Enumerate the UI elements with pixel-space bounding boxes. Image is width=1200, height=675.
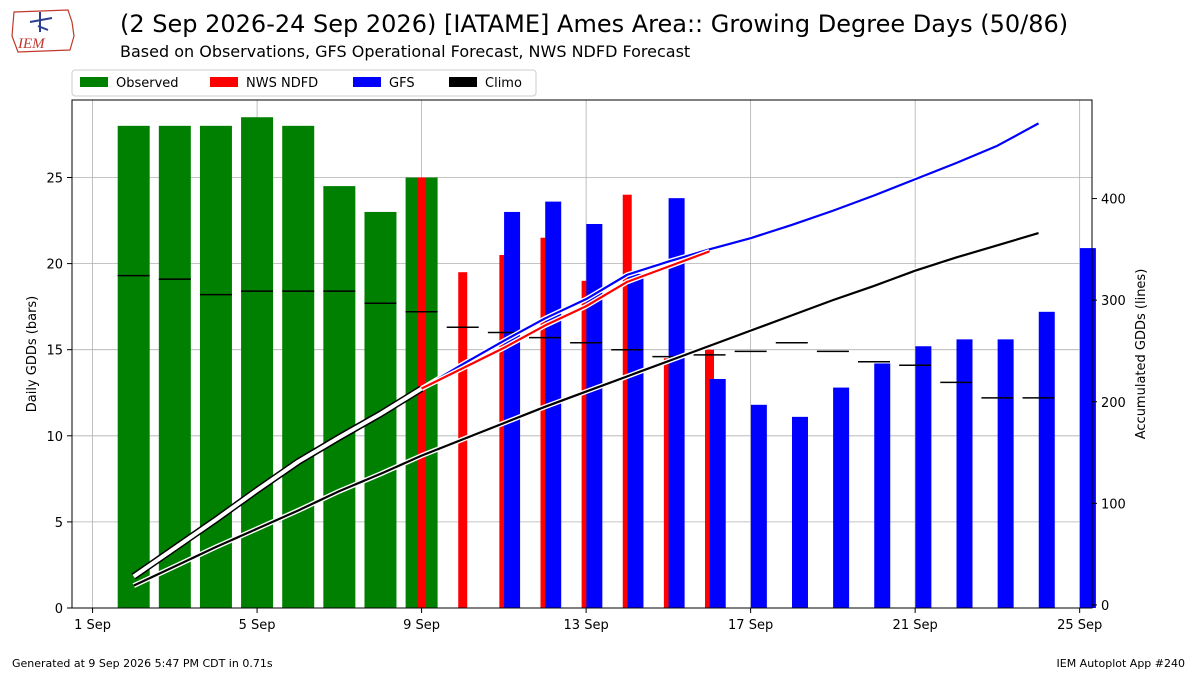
app-note: IEM Autoplot App #240 — [1056, 657, 1186, 670]
observed-bar — [199, 125, 232, 608]
gfs-bar — [874, 363, 891, 608]
weather-vane-icon — [29, 12, 53, 32]
y-tick-label: 10 — [46, 430, 63, 445]
observed-bar — [282, 125, 315, 608]
y2-tick-label: 400 — [1101, 193, 1126, 208]
y2-tick-label: 200 — [1101, 396, 1126, 411]
x-tick-label: 1 Sep — [74, 618, 111, 633]
ndfd-bar — [705, 349, 714, 608]
gfs-bar — [833, 387, 850, 608]
ndfd-accum-line — [421, 250, 710, 390]
legend-label-climo: Climo — [485, 76, 522, 91]
logo-text: IEM — [17, 36, 46, 52]
gfs-bar — [915, 346, 932, 608]
iowa-outline-icon — [11, 9, 75, 53]
gfs-accum-line — [421, 122, 1040, 390]
x-tick-label: 17 Sep — [728, 618, 773, 633]
generated-note: Generated at 9 Sep 2026 5:47 PM CDT in 0… — [12, 657, 273, 670]
ndfd-bar — [540, 237, 550, 609]
legend-frame — [71, 69, 537, 97]
gfs-bar — [956, 339, 973, 608]
gfs-bar — [709, 378, 726, 608]
x-tick-label: 9 Sep — [403, 618, 440, 633]
y-tick-label: 25 — [46, 171, 63, 186]
y-tick-label: 15 — [46, 344, 63, 359]
iem-logo: IEM — [11, 9, 75, 53]
ndfd-bar — [663, 358, 673, 608]
y2-tick-label: 300 — [1101, 294, 1126, 309]
x-tick-label: 5 Sep — [239, 618, 276, 633]
bars — [117, 117, 1096, 609]
gfs-bar — [504, 211, 521, 609]
x-tick-label: 25 Sep — [1057, 618, 1102, 633]
gfs-bar — [791, 416, 808, 608]
chart-title: (2 Sep 2026-24 Sep 2026) [IATAME] Ames A… — [120, 10, 1069, 38]
x-tick-label: 13 Sep — [564, 618, 609, 633]
gfs-bar — [627, 273, 644, 608]
legend-label-observed: Observed — [116, 76, 179, 91]
ndfd-bar — [622, 194, 632, 609]
legend-swatch-climo — [449, 77, 477, 87]
legend-swatch-ndfd — [210, 77, 238, 87]
plot-frame — [71, 99, 1093, 609]
ndfd-bar — [499, 254, 509, 609]
climo-accum-line — [133, 232, 1039, 587]
y2-axis-title: Accumulated GDDs (lines) — [1134, 269, 1149, 440]
gfs-bar — [997, 339, 1014, 608]
gfs-bar — [750, 404, 767, 608]
gfs-bar — [586, 223, 603, 608]
gfs-bar — [668, 198, 685, 608]
y-tick-label: 5 — [55, 516, 63, 531]
observed-accum-line — [132, 386, 423, 579]
legend-label-gfs: GFS — [389, 76, 415, 91]
legend-label-ndfd: NWS NDFD — [246, 76, 318, 91]
gfs-bar — [1079, 248, 1096, 608]
ndfd-bar — [581, 280, 591, 608]
observed-bar — [117, 125, 150, 608]
gfs-bar — [1038, 311, 1055, 608]
chart-subtitle: Based on Observations, GFS Operational F… — [120, 42, 691, 61]
legend-swatch-observed — [80, 77, 108, 87]
legend-swatch-gfs — [353, 77, 381, 87]
y-axis-title: Daily GDDs (bars) — [25, 296, 40, 413]
y-tick-label: 0 — [55, 602, 63, 617]
x-tick-label: 21 Sep — [893, 618, 938, 633]
y2-tick-label: 100 — [1101, 497, 1126, 512]
climo-daily-markers — [117, 274, 1055, 399]
observed-bar — [158, 125, 191, 608]
y2-tick-label: 0 — [1101, 599, 1109, 614]
y-tick-label: 20 — [46, 258, 63, 273]
observed-bar — [323, 186, 356, 609]
legend: Observed NWS NDFD GFS Climo — [71, 69, 537, 97]
axes: 1 Sep 5 Sep 9 Sep 13 Sep 17 Sep 21 Sep 25 Sep 0… — [46, 171, 1125, 633]
ndfd-bar — [417, 177, 427, 609]
accumulated-lines — [131, 121, 1040, 588]
